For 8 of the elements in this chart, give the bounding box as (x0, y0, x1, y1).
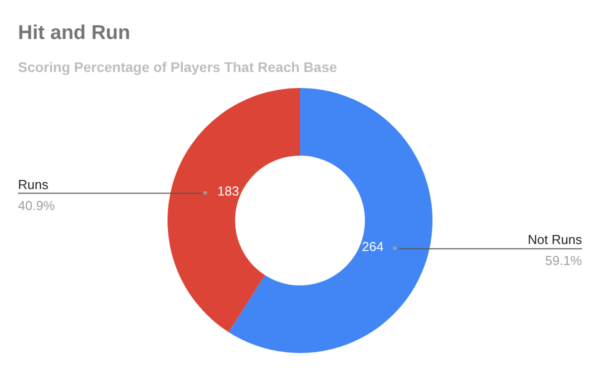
text: 40.9% (18, 198, 56, 213)
chart-subtitle: Scoring Percentage of Players That Reach Base (18, 59, 338, 75)
slice-label: Runs (18, 176, 49, 192)
data-label: 183 (217, 183, 240, 198)
slice-label: Not Runs (528, 232, 582, 248)
chart-title: Hit and Run (18, 22, 130, 45)
text: 59.1% (545, 253, 582, 268)
data-label: 264 (362, 238, 384, 254)
